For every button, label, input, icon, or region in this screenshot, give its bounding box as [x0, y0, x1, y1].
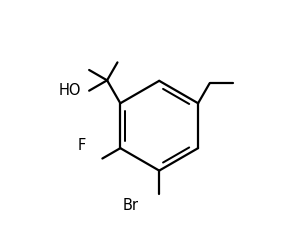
Text: Br: Br: [122, 198, 138, 213]
Text: F: F: [78, 138, 86, 153]
Text: HO: HO: [59, 82, 82, 98]
